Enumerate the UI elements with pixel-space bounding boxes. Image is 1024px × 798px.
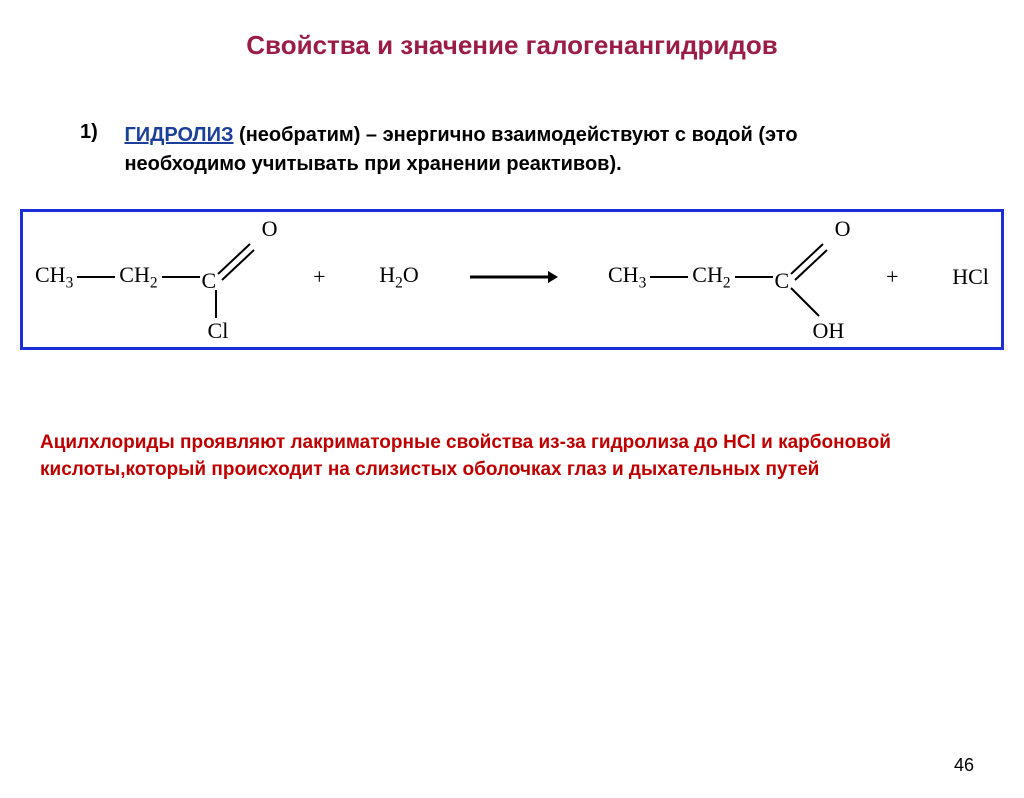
section-text: ГИДРОЛИЗ (необратим) – энергично взаимод… [124, 121, 904, 179]
atom-ch3: CH3 [33, 262, 75, 292]
atom-ch2: CH2 [117, 262, 159, 292]
product-hcl: HCl [950, 264, 991, 290]
reagent-water: H2O [377, 262, 420, 292]
section-number: 1) [80, 121, 120, 144]
bond [77, 276, 115, 278]
carbonyl-group: C O Cl [202, 232, 262, 322]
section-1: 1) ГИДРОЛИЗ (необратим) – энергично взаи… [80, 121, 944, 179]
page-title: Свойства и значение галогенангидридов [0, 30, 1024, 61]
plus-sign: + [299, 264, 339, 290]
bonds-svg [775, 232, 835, 322]
bond [735, 276, 773, 278]
plus-sign: + [872, 264, 912, 290]
reaction-equation: CH3 CH2 C O Cl + H2O [33, 232, 991, 322]
reaction-arrow-icon [458, 267, 568, 287]
atom-ch3: CH3 [606, 262, 648, 292]
atom-cl: Cl [208, 318, 229, 344]
page-number: 46 [954, 755, 974, 776]
footnote: Ацилхлориды проявляют лакриматорные свой… [40, 430, 984, 483]
product-carboxylic-acid: CH3 CH2 C O OH [606, 232, 835, 322]
hydrolysis-term: ГИДРОЛИЗ [124, 124, 233, 146]
bond [650, 276, 688, 278]
atom-o: O [835, 216, 851, 242]
reagent-acyl-chloride: CH3 CH2 C O Cl [33, 232, 262, 322]
bond [162, 276, 200, 278]
carbonyl-group: C O OH [775, 232, 835, 322]
bonds-svg [202, 232, 262, 322]
atom-o: O [262, 216, 278, 242]
atom-ch2: CH2 [690, 262, 732, 292]
reaction-container: CH3 CH2 C O Cl + H2O [20, 209, 1004, 350]
atom-oh: OH [813, 318, 845, 344]
